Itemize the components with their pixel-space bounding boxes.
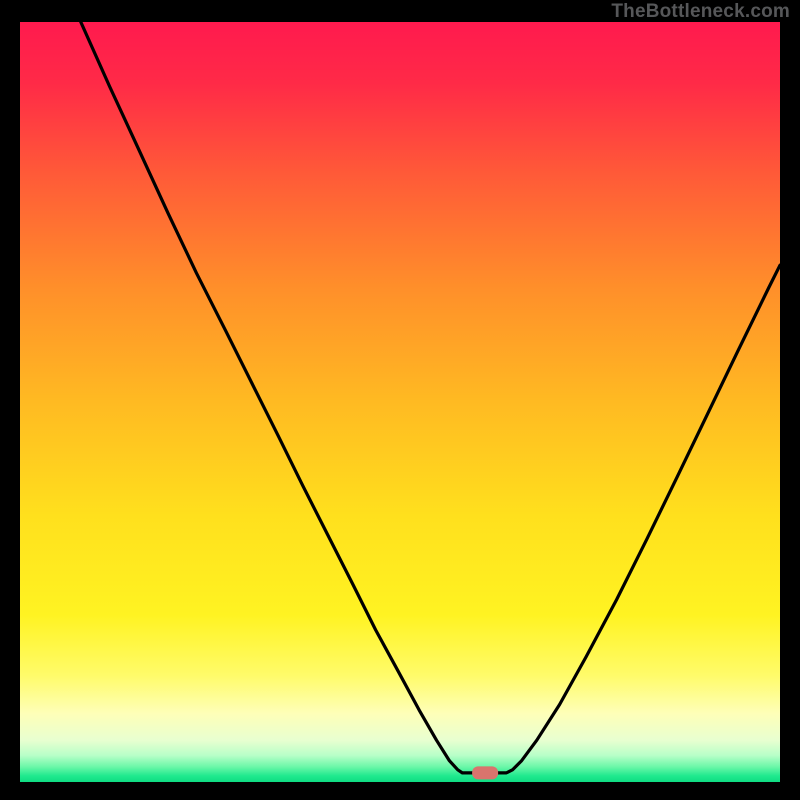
chart-frame: TheBottleneck.com xyxy=(0,0,800,800)
optimum-marker xyxy=(472,766,498,779)
plot-area xyxy=(20,22,780,782)
plot-svg xyxy=(20,22,780,782)
watermark-text: TheBottleneck.com xyxy=(611,1,790,23)
